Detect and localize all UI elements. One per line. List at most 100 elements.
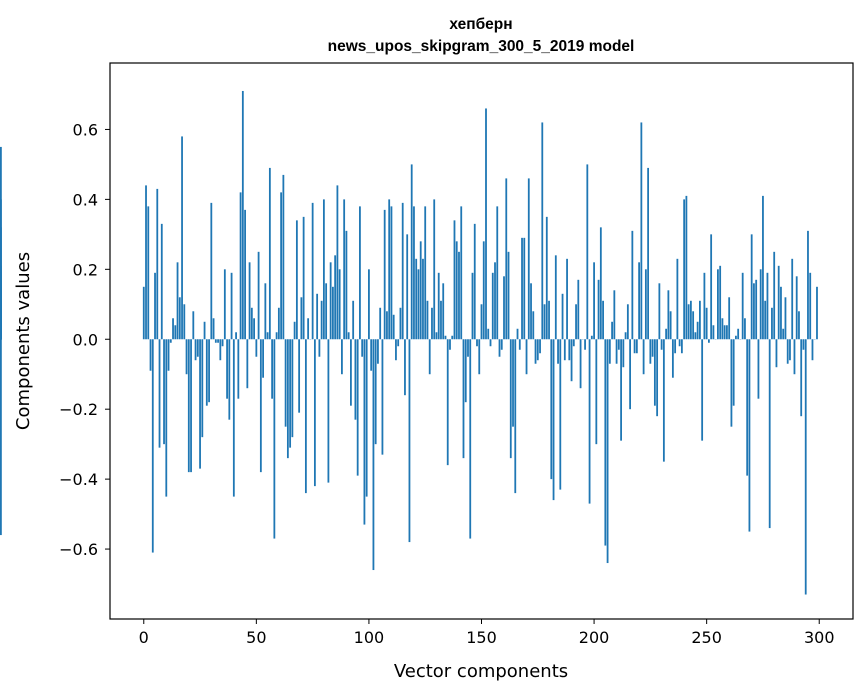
x-tick-label: 100 (354, 628, 385, 647)
y-tick-label: −0.4 (59, 470, 98, 489)
bar (284, 339, 287, 427)
bar (689, 300, 692, 340)
y-tick-label: 0.4 (73, 190, 98, 209)
bar (392, 314, 395, 340)
bar (561, 293, 564, 340)
bar (523, 237, 526, 340)
bar (253, 318, 255, 340)
bar (390, 206, 393, 340)
y-axis-label: Components values (13, 252, 34, 430)
bar (696, 321, 699, 340)
bar (462, 339, 465, 459)
bar (469, 339, 472, 539)
bar (273, 339, 276, 539)
bar (257, 251, 260, 340)
y-tick-label: 0.0 (73, 330, 98, 349)
bar (464, 339, 467, 403)
bar (701, 339, 704, 441)
bar (789, 339, 791, 361)
bar (717, 269, 719, 340)
bar (604, 339, 607, 546)
bar (293, 321, 296, 340)
bar (638, 262, 641, 340)
bar (527, 178, 530, 340)
bar (694, 332, 697, 340)
bar (388, 199, 391, 340)
bar (415, 258, 418, 340)
bar (773, 251, 776, 340)
bar (768, 339, 771, 529)
bar (219, 339, 222, 361)
x-axis-label: Vector components (394, 661, 568, 682)
bar (586, 164, 589, 340)
bar (185, 339, 188, 375)
bar (210, 202, 213, 340)
bar (755, 279, 758, 340)
bar (313, 339, 316, 487)
x-tick-label: 50 (246, 628, 266, 647)
bar (320, 300, 323, 340)
bar (660, 339, 663, 350)
bar (532, 311, 535, 340)
bar (334, 255, 337, 340)
bar (541, 122, 544, 340)
bar (318, 339, 321, 357)
bar (710, 234, 713, 340)
bar (307, 318, 310, 340)
bar (496, 206, 499, 340)
bar (286, 339, 289, 459)
bar (419, 241, 422, 340)
bar (302, 216, 305, 340)
bar (383, 209, 386, 340)
bar (674, 339, 677, 354)
bar (413, 206, 415, 340)
bar (631, 230, 634, 340)
bar (593, 262, 595, 340)
bar (145, 185, 147, 340)
bar (647, 167, 650, 340)
bar (467, 339, 469, 357)
bar (505, 178, 508, 340)
bar (588, 339, 591, 504)
bar (566, 258, 568, 340)
bar (735, 335, 737, 340)
bar (811, 339, 814, 361)
bar (678, 339, 681, 347)
bar (158, 339, 161, 448)
bar (498, 339, 501, 357)
bar (613, 290, 616, 340)
bar (500, 339, 503, 350)
bar (217, 339, 219, 343)
bar (250, 307, 253, 340)
bar (167, 339, 170, 371)
bar (807, 230, 809, 340)
bar (782, 328, 785, 340)
bar (530, 283, 532, 340)
bar (0, 272, 2, 340)
bar (399, 307, 402, 340)
bar (750, 234, 753, 340)
bar (602, 300, 604, 340)
bar (239, 192, 242, 340)
bar (804, 339, 807, 595)
bar (775, 339, 778, 368)
bar (363, 339, 366, 525)
bar (563, 339, 566, 361)
bar (680, 339, 683, 354)
bar (176, 262, 179, 340)
bar (280, 192, 283, 340)
bar (404, 339, 406, 396)
bars-group (0, 90, 818, 595)
bar (744, 318, 746, 340)
bar (196, 339, 199, 357)
bar (449, 339, 451, 350)
bar (408, 339, 411, 543)
x-tick-label: 200 (579, 628, 610, 647)
bar (629, 339, 631, 410)
bar (703, 272, 706, 340)
bar (570, 339, 573, 382)
bar (699, 300, 701, 340)
bar (181, 136, 183, 340)
bar (275, 332, 278, 340)
